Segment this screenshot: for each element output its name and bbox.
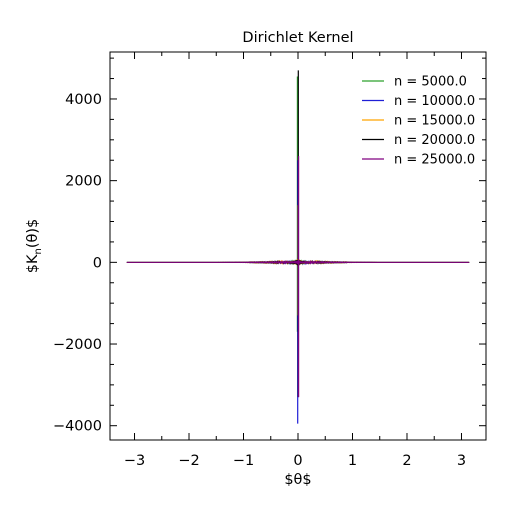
y-axis-label-prefix: $K bbox=[25, 254, 41, 273]
x-tick-label: 0 bbox=[293, 453, 302, 469]
y-tick-label: 0 bbox=[93, 255, 102, 271]
series-layer bbox=[126, 70, 470, 424]
y-axis-label-subscript: n bbox=[33, 248, 44, 254]
x-tick-label: −2 bbox=[178, 453, 199, 469]
y-tick-label: 4000 bbox=[65, 92, 102, 108]
x-axis-label: $θ$ bbox=[284, 472, 311, 488]
chart-title: Dirichlet Kernel bbox=[242, 30, 353, 46]
legend-label: n = 20000.0 bbox=[394, 133, 475, 148]
y-axis: −4000 −2000 0 2000 4000 bbox=[53, 57, 486, 435]
y-tick-label: 2000 bbox=[65, 174, 102, 190]
y-tick-label: −4000 bbox=[53, 419, 102, 435]
x-tick-label: 3 bbox=[457, 453, 466, 469]
x-tick-label: 1 bbox=[348, 453, 357, 469]
legend-label: n = 25000.0 bbox=[394, 153, 475, 168]
legend-label: n = 15000.0 bbox=[394, 114, 475, 129]
x-tick-label: 2 bbox=[402, 453, 411, 469]
legend-label: n = 5000.0 bbox=[394, 75, 467, 90]
y-axis-label: $Kn(θ)$ bbox=[25, 219, 44, 274]
legend: n = 5000.0 n = 10000.0 n = 15000.0 n = 2000… bbox=[362, 75, 475, 168]
x-axis: −3 −2 −1 0 1 2 3 bbox=[124, 52, 466, 469]
y-tick-label: −2000 bbox=[53, 337, 102, 353]
x-tick-label: −3 bbox=[124, 453, 145, 469]
y-axis-label-suffix: (θ)$ bbox=[25, 219, 41, 248]
x-tick-label: −1 bbox=[233, 453, 254, 469]
legend-label: n = 10000.0 bbox=[394, 94, 475, 109]
